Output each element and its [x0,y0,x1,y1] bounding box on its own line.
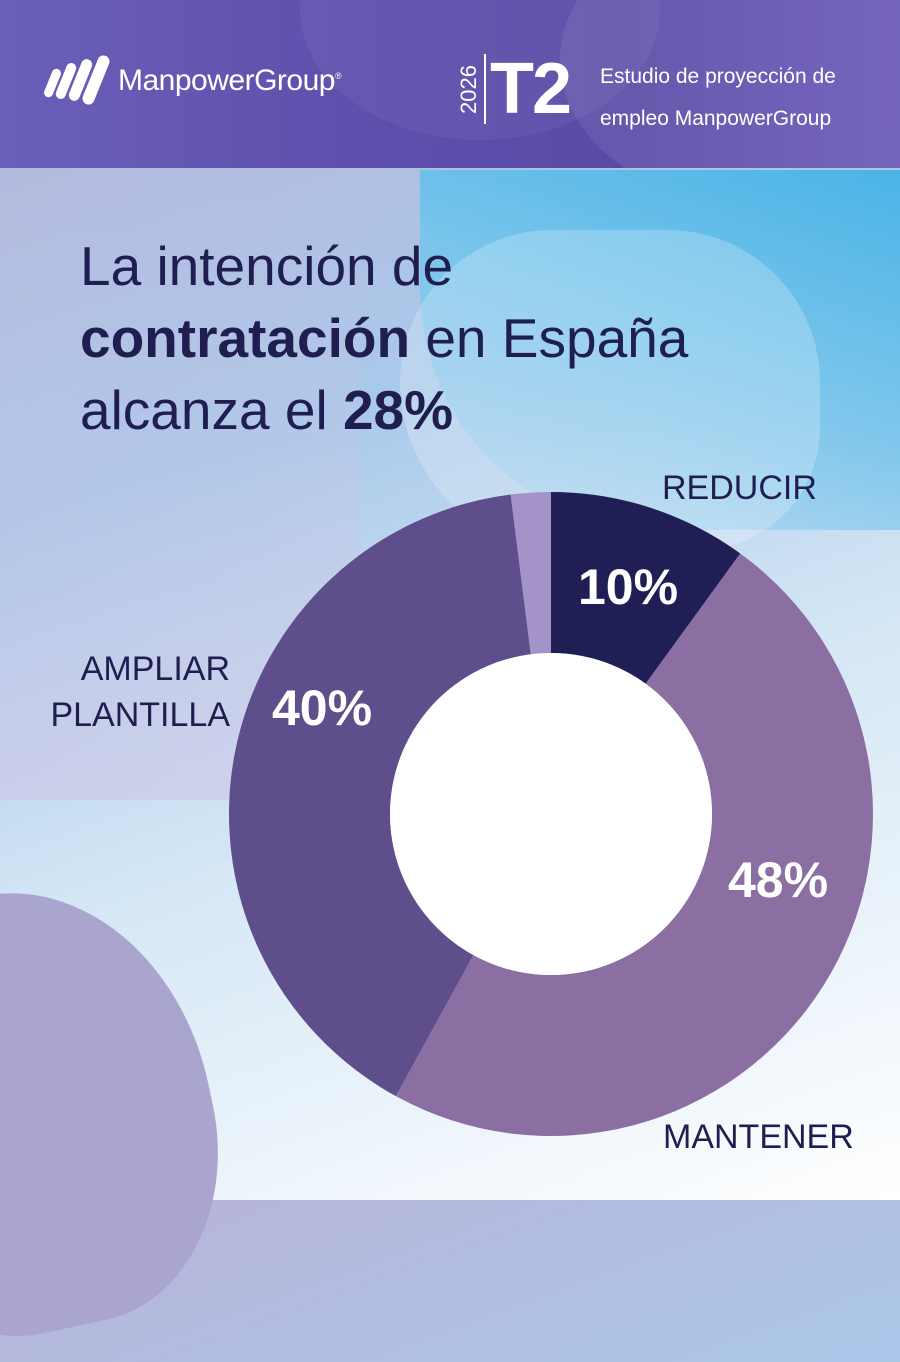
category-label-mantener: MANTENER [663,1118,854,1156]
donut-segment-mantener [395,553,874,1137]
study-title-line: Estudio de proyección de [600,65,836,88]
donut-segment-reducir [551,492,741,684]
title-text: en España [410,307,689,369]
study-title-line: empleo ManpowerGroup [600,107,832,130]
value-label-reducir: 10% [578,559,679,615]
donut-segment-remainder [510,492,551,655]
title-line: contratación en España [80,302,860,374]
page-title: La intención de contratación en España a… [80,230,860,446]
title-line: La intención de [80,235,454,297]
donut-chart [228,492,874,1137]
donut-segment-ampliar [228,494,531,1097]
study-title: Estudio de proyección de empleo Manpower… [600,56,890,140]
value-label-mantener: 48% [728,852,829,908]
divider [484,54,486,124]
category-label-ampliar: AMPLIAR PLANTILLA [24,646,230,738]
manpowergroup-logo-icon [44,55,110,105]
category-label-reducir: REDUCIR [662,469,817,507]
value-label-ampliar: 40% [272,680,373,736]
category-label-line: PLANTILLA [50,696,230,734]
title-line: alcanza el 28% [80,374,860,446]
logo-text: ManpowerGroup® [118,64,342,97]
header-banner: ManpowerGroup® 2026 T2 Estudio de proyec… [0,0,900,168]
title-text: alcanza el [80,379,343,441]
title-emphasis: contratación [80,307,411,369]
quarter-label: T2 [490,49,572,129]
header-decoration [560,0,900,168]
donut-hole [390,653,712,975]
logo: ManpowerGroup® [44,52,342,110]
title-emphasis: 28% [342,379,454,441]
category-label-line: AMPLIAR [80,650,230,688]
